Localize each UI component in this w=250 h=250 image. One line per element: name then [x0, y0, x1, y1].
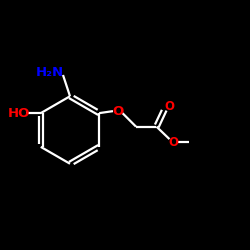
Text: O: O: [112, 104, 124, 118]
Text: O: O: [164, 100, 174, 113]
Text: H₂N: H₂N: [36, 66, 64, 78]
Text: O: O: [168, 136, 178, 149]
Text: HO: HO: [8, 106, 30, 120]
